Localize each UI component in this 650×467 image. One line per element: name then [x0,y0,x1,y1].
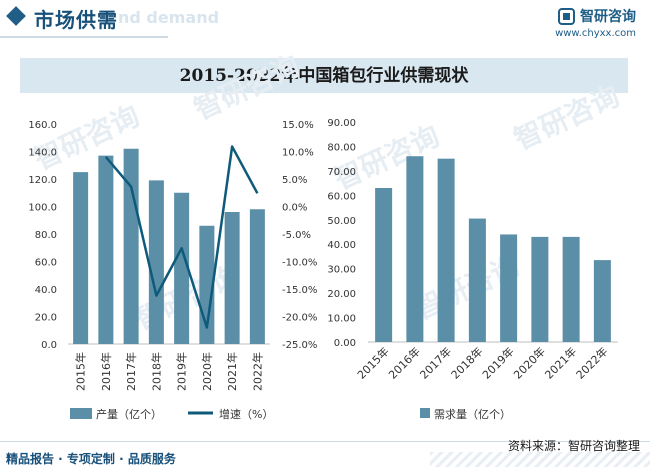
production-bar [98,155,114,344]
production-bar [148,180,164,344]
demand-y-tick: 30.00 [327,265,356,276]
brand-logo: 智研咨询 [558,5,636,27]
demand-x-category-label: 2018年 [448,344,485,381]
demand-y-tick: 0.00 [334,338,356,349]
demand-bar [437,158,455,342]
left-y-tick: 80.0 [35,230,57,241]
chart-title-bar: 2015-2022年中国箱包行业供需现状 [20,58,628,93]
demand-y-tick: 20.00 [327,289,356,300]
left-y-tick: 140.0 [28,148,57,159]
demand-bar [468,218,486,342]
section-subtitle-ghost: nd demand [118,8,220,27]
production-bar [224,212,240,344]
demand-y-tick: 70.00 [327,167,356,178]
demand-x-category-label: 2020年 [511,344,548,381]
watermark-text: 智研咨询 [189,49,304,126]
right-y-tick: -15.0% [282,285,317,296]
x-category-label: 2015年 [74,352,88,391]
left-y-tick: 60.0 [35,258,57,269]
right-y-tick: 15.0% [282,120,314,131]
footer-stripe [430,452,650,467]
watermark-text: 智研咨询 [509,79,624,156]
x-category-label: 2019年 [175,352,189,391]
right-y-tick: 10.0% [282,148,314,159]
production-bar [174,192,190,344]
legend-label-demand: 需求量（亿个） [434,408,511,421]
demand-bar [531,236,549,342]
demand-y-tick: 50.00 [327,216,356,227]
right-y-tick: -10.0% [282,258,317,269]
left-y-tick: 0.0 [41,340,57,351]
data-source: 资料来源：智研咨询整理 [507,439,640,453]
brand-logo-icon [558,7,575,25]
demand-x-category-label: 2015年 [354,344,391,381]
section-title: 市场供需 [34,8,118,32]
growth-rate-line [104,145,259,329]
left-y-tick: 20.0 [35,313,57,324]
production-bar [73,172,89,344]
right-y-tick: -20.0% [282,313,317,324]
x-category-label: 2022年 [250,352,264,391]
watermark-text: 智研咨询 [329,119,444,196]
demand-y-tick: 80.00 [327,142,356,153]
left-y-tick: 100.0 [28,203,57,214]
left-y-tick: 160.0 [28,120,57,131]
demand-x-category-label: 2017年 [417,344,454,381]
left-y-tick: 40.0 [35,285,57,296]
legend-label-growth: 增速（%） [219,407,273,421]
x-category-label: 2017年 [124,352,138,391]
chart-title: 2015-2022年中国箱包行业供需现状 [179,66,469,86]
demand-x-category-label: 2021年 [542,344,579,381]
legend-swatch-production [70,408,92,419]
demand-x-category-label: 2016年 [386,344,423,381]
demand-y-tick: 40.00 [327,240,356,251]
x-category-label: 2021年 [225,352,239,391]
demand-bar [375,188,393,342]
website-url: www.chyxx.com [555,28,636,39]
right-y-tick: -5.0% [282,230,311,241]
right-y-tick: 5.0% [282,175,307,186]
x-category-label: 2020年 [200,352,214,391]
demand-bar [406,156,424,342]
brand-logo-text: 智研咨询 [580,9,636,25]
right-y-tick: 0.0% [282,203,307,214]
x-category-label: 2016年 [99,352,113,391]
demand-y-tick: 10.00 [327,314,356,325]
legend-swatch-demand [420,408,430,418]
left-y-tick: 120.0 [28,175,57,186]
demand-bar [500,234,518,342]
production-growth-chart: 0.0 20.0 40.0 60.0 80.0 100.0 120.0 140.0 160.0 -… [28,120,317,421]
demand-x-category-label: 2019年 [479,344,516,381]
demand-x-category-label: 2022年 [573,344,610,381]
production-bar [249,209,265,344]
demand-y-tick: 60.00 [327,191,356,202]
page-header: 市场供需 nd demand 智研咨询 www.chyxx.com [0,0,650,40]
x-category-label: 2018年 [149,352,163,391]
header-underline [0,36,168,38]
demand-bar [562,236,580,342]
footer-divider [0,441,650,442]
demand-y-tick: 90.00 [327,118,356,129]
production-bar [123,148,139,344]
right-y-tick: -25.0% [282,340,317,351]
footer-slogan: 精品报告 · 专项定制 · 品质服务 [6,452,176,466]
demand-bar [593,260,611,342]
legend-label-production: 产量（亿个） [96,407,162,421]
